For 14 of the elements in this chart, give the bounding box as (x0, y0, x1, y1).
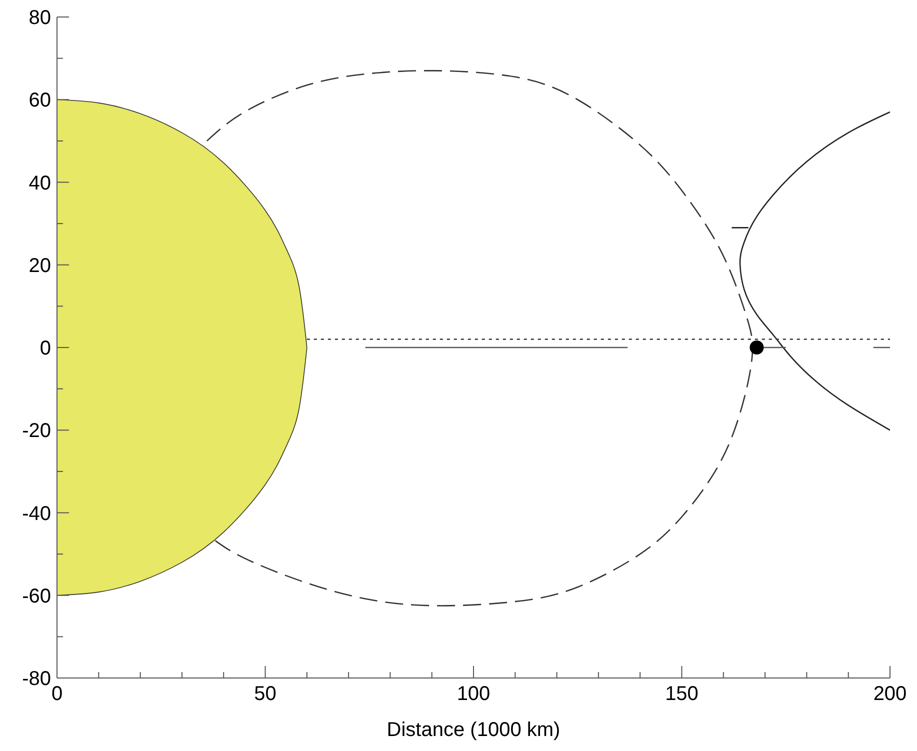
y-tick-label: 40 (28, 172, 51, 194)
y-tick-label: 0 (40, 338, 51, 360)
y-tick-label: 20 (28, 254, 51, 277)
x-tick-label: 150 (665, 683, 698, 705)
y-tick-label: -80 (22, 668, 51, 690)
x-axis-title: Distance (1000 km) (386, 719, 560, 741)
y-tick-label: 80 (28, 7, 51, 29)
x-tick-label: 50 (254, 683, 276, 705)
x-tick-label: 200 (873, 683, 907, 705)
y-tick-label: -60 (22, 585, 51, 608)
y-tick-label: 60 (28, 90, 51, 112)
y-tick-label: -20 (22, 420, 51, 442)
x-tick-label: 100 (456, 683, 490, 705)
y-tick-label: -40 (22, 502, 51, 525)
